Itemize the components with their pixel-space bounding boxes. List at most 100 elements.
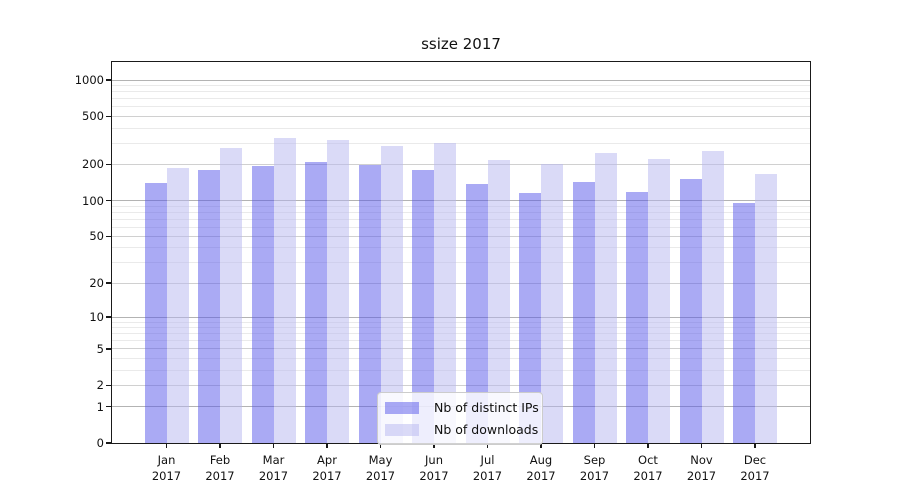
gridline	[112, 115, 810, 117]
x-axis-tick-label: 2017	[205, 469, 235, 483]
bar-downloads	[327, 140, 349, 443]
x-axis-tick-label: Jul	[480, 453, 495, 467]
gridline	[112, 262, 810, 264]
gridline	[112, 340, 810, 342]
bar-downloads	[755, 174, 777, 443]
y-axis-tick-label: 0	[96, 436, 104, 450]
y-axis-tick-label: 20	[89, 276, 104, 291]
y-axis-tick-label: 1	[96, 399, 104, 414]
gridline	[112, 200, 810, 202]
bar-downloads	[166, 168, 189, 443]
bar-downloads	[273, 137, 296, 443]
x-axis-tick	[700, 443, 703, 448]
x-axis-tick-label: Mar	[262, 453, 285, 467]
gridline	[112, 163, 810, 165]
gridline	[112, 79, 810, 81]
bar-distinct-ips	[251, 166, 274, 443]
gridline	[112, 205, 810, 207]
y-axis-tick-label: 10	[89, 310, 104, 325]
bar-distinct-ips	[144, 183, 167, 443]
x-axis-tick-label: May	[368, 453, 393, 467]
bar-downloads	[487, 160, 510, 443]
gridline	[112, 106, 810, 108]
y-axis-tick-label: 50	[89, 229, 104, 244]
x-axis-tick	[754, 443, 756, 448]
plot-area	[112, 62, 810, 443]
bar-distinct-ips	[305, 161, 327, 443]
gridline	[112, 235, 810, 237]
gridline	[112, 327, 810, 329]
y-axis-tick	[106, 79, 111, 81]
bar-downloads	[701, 150, 724, 443]
y-axis-tick	[106, 282, 111, 284]
y-axis-tick-label: 100	[82, 193, 104, 208]
y-axis-tick-label: 5	[96, 341, 104, 356]
x-axis-tick-label: 2017	[579, 469, 610, 483]
bar-distinct-ips	[198, 170, 220, 443]
x-axis-tick	[326, 443, 328, 448]
chart-title: ssize 2017	[421, 35, 501, 53]
x-axis-tick-label: 2017	[686, 469, 717, 483]
bar-downloads	[648, 158, 670, 443]
x-axis-tick-label: 2017	[472, 469, 503, 483]
x-axis-tick	[379, 443, 382, 448]
gridline	[112, 247, 810, 249]
gridline	[112, 348, 810, 350]
x-axis-tick-label: Oct	[638, 453, 658, 467]
x-axis-tick-label: Jan	[157, 453, 176, 467]
x-axis-tick	[272, 443, 275, 448]
legend-label: Nb of distinct IPs	[434, 400, 539, 415]
gridline	[112, 211, 810, 213]
bar-distinct-ips	[412, 169, 434, 443]
y-axis-tick-label: 1000	[74, 73, 104, 88]
x-axis-tick	[433, 443, 435, 448]
gridline	[112, 142, 810, 144]
gridline	[112, 316, 810, 318]
gridline	[112, 218, 810, 220]
y-axis-tick-label: 2	[96, 378, 104, 393]
gridline	[112, 384, 810, 386]
y-axis-tick	[106, 316, 111, 318]
y-axis-tick-label: 200	[82, 157, 104, 172]
y-axis-tick	[106, 115, 111, 118]
bar-downloads	[434, 142, 456, 443]
bar-downloads	[594, 152, 617, 443]
x-axis-tick	[486, 443, 489, 448]
x-axis-tick-label: 2017	[151, 469, 182, 483]
bar-downloads	[541, 164, 563, 443]
y-axis-tick	[106, 405, 111, 408]
bar-distinct-ips	[465, 183, 488, 443]
x-axis-tick	[593, 443, 596, 448]
x-axis-tick-label: Dec	[743, 453, 767, 467]
y-axis-tick	[106, 235, 111, 238]
legend-entry: Nb of distinct IPs	[385, 400, 539, 415]
x-axis-tick	[219, 443, 221, 448]
x-axis-tick	[540, 443, 542, 448]
x-axis-tick-label: Feb	[209, 453, 231, 467]
bar-distinct-ips	[626, 192, 648, 443]
gridline	[112, 91, 810, 93]
bar-distinct-ips	[679, 178, 702, 443]
y-axis-tick	[106, 163, 111, 166]
legend-entry: Nb of downloads	[385, 422, 538, 437]
x-axis-tick-label: 2017	[633, 469, 663, 483]
bar-downloads	[380, 145, 403, 443]
y-axis-tick-label: 500	[82, 109, 104, 124]
legend-label: Nb of downloads	[434, 422, 539, 437]
x-axis-tick	[647, 443, 649, 448]
x-axis-tick-label: Sep	[583, 453, 606, 467]
x-axis-tick-label: 2017	[740, 469, 770, 483]
bar-downloads	[220, 147, 242, 443]
bar-distinct-ips	[733, 203, 755, 443]
x-axis-tick-label: Jun	[425, 453, 443, 467]
x-axis-tick-label: 2017	[312, 469, 342, 483]
y-axis-tick	[106, 348, 111, 350]
gridline	[112, 226, 810, 228]
bar-distinct-ips	[358, 164, 381, 443]
gridline	[112, 321, 810, 323]
gridline	[112, 333, 810, 335]
y-axis-tick	[106, 199, 111, 202]
y-axis-tick	[106, 384, 111, 386]
gridline	[112, 98, 810, 100]
